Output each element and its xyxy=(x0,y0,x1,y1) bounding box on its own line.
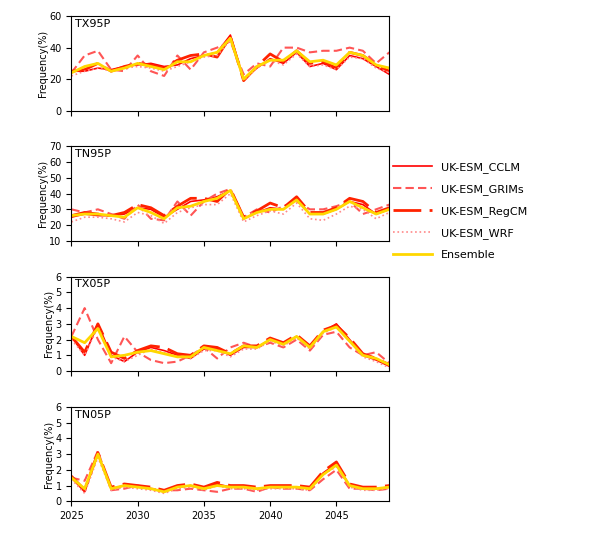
Text: TX05P: TX05P xyxy=(74,280,109,289)
Y-axis label: Frequency(%): Frequency(%) xyxy=(38,160,48,227)
Text: TX95P: TX95P xyxy=(74,19,110,29)
Y-axis label: Frequency(%): Frequency(%) xyxy=(44,420,54,488)
Text: TN95P: TN95P xyxy=(74,149,111,159)
Legend: UK-ESM_CCLM, UK-ESM_GRIMs, UK-ESM_RegCM, UK-ESM_WRF, Ensemble: UK-ESM_CCLM, UK-ESM_GRIMs, UK-ESM_RegCM,… xyxy=(389,157,532,265)
Text: TN05P: TN05P xyxy=(74,410,111,420)
Y-axis label: Frequency(%): Frequency(%) xyxy=(44,291,54,357)
Y-axis label: Frequency(%): Frequency(%) xyxy=(38,30,48,97)
